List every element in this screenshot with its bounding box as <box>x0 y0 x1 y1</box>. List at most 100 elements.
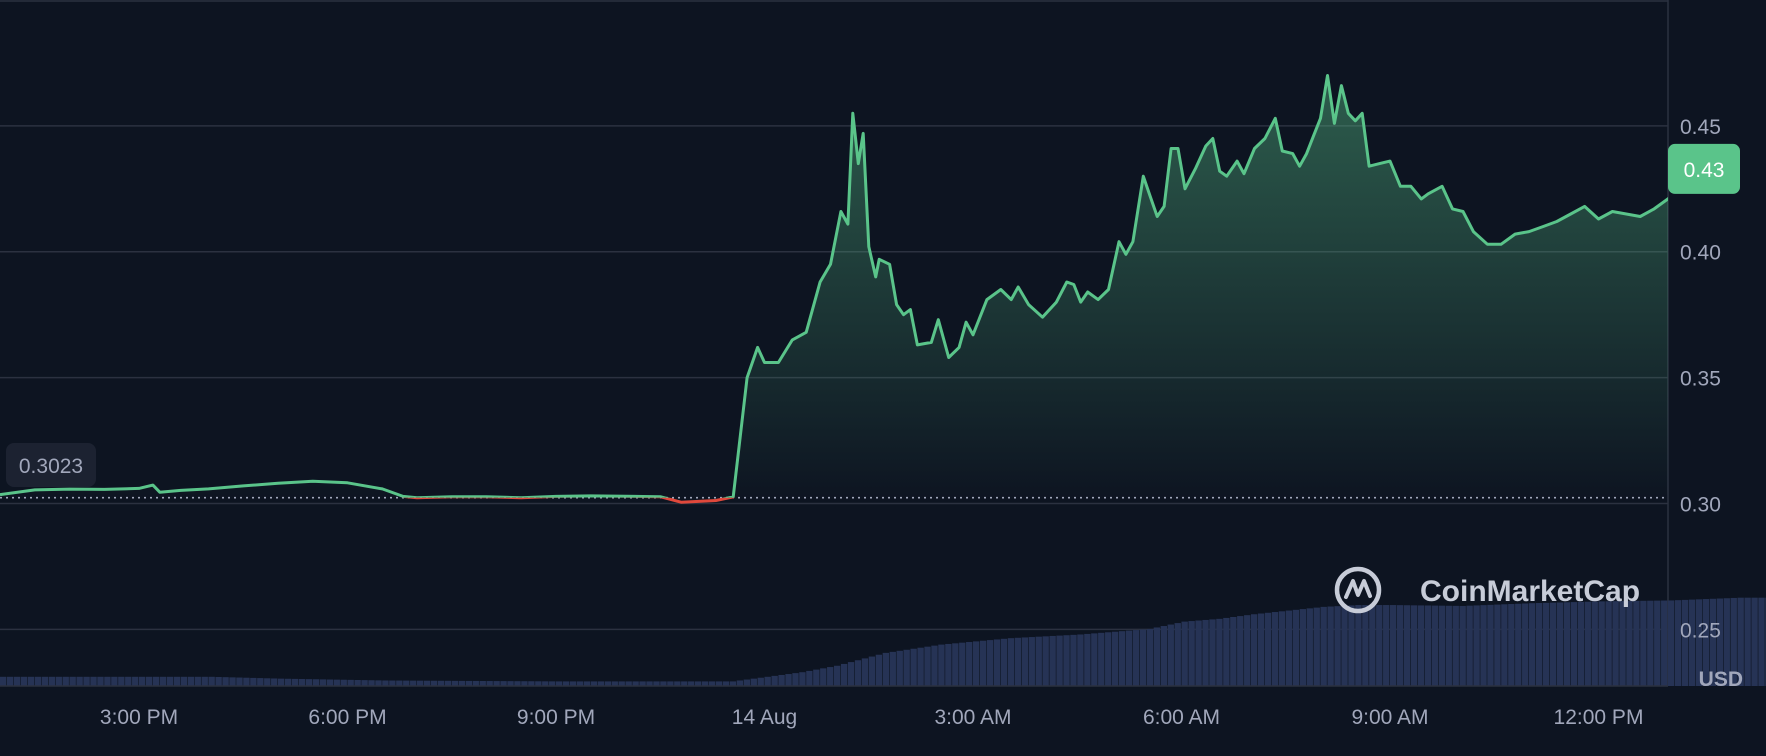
volume-bar <box>1181 621 1188 686</box>
volume-bar <box>875 654 883 686</box>
volume-bar <box>618 681 625 686</box>
volume-bar <box>1445 605 1452 686</box>
volume-bar <box>139 676 146 686</box>
volume-bar <box>903 649 910 686</box>
volume-bar <box>257 678 264 686</box>
volume-bar <box>1007 638 1015 686</box>
volume-bar <box>1000 638 1008 686</box>
volume-bar <box>1723 598 1730 686</box>
x-tick-label: 3:00 PM <box>100 706 178 729</box>
volume-bar <box>792 673 799 686</box>
volume-bar <box>854 660 862 686</box>
volume-bar <box>500 681 507 686</box>
volume-bar <box>1410 605 1418 686</box>
volume-bar <box>1730 597 1737 686</box>
volume-bar <box>896 650 903 686</box>
volume-bar <box>1487 604 1494 686</box>
volume-bar <box>632 681 639 686</box>
volume-bar <box>549 681 556 686</box>
volume-bar <box>653 681 660 686</box>
volume-bars <box>0 597 1766 686</box>
volume-bar <box>1285 610 1293 686</box>
volume-bar <box>966 642 973 686</box>
volume-bar <box>361 680 368 686</box>
volume-bar <box>1334 606 1341 686</box>
last-price-label: 0.43 <box>1684 159 1725 182</box>
volume-bar <box>931 645 938 686</box>
volume-bar <box>1021 637 1028 686</box>
volume-bar <box>1153 627 1161 686</box>
volume-bar <box>1501 604 1508 686</box>
volume-bar <box>778 674 785 686</box>
volume-bar <box>250 677 257 686</box>
volume-bar <box>430 680 438 686</box>
volume-bar <box>1654 600 1661 686</box>
volume-bar <box>986 640 994 686</box>
x-tick-label: 3:00 AM <box>934 706 1011 729</box>
volume-bar <box>382 680 389 686</box>
volume-bar <box>882 652 889 686</box>
volume-bar <box>403 680 410 686</box>
volume-bar <box>340 679 347 686</box>
volume-bar <box>1563 602 1571 686</box>
volume-bar <box>1431 605 1439 686</box>
y-tick-label: 0.35 <box>1680 368 1721 391</box>
volume-bar <box>1278 611 1286 686</box>
volume-bar <box>1709 598 1717 686</box>
price-area-fill <box>0 75 1668 498</box>
volume-bar <box>1612 601 1619 686</box>
volume-bar <box>820 668 827 686</box>
volume-bar <box>125 676 132 686</box>
volume-bar <box>1118 631 1126 686</box>
volume-bar <box>681 681 688 686</box>
volume-bar <box>1640 600 1647 686</box>
volume-bar <box>20 676 28 686</box>
volume-bar <box>97 676 104 686</box>
volume-bar <box>215 676 222 686</box>
reference-price-badge: 0.3023 <box>6 443 96 487</box>
volume-bar <box>646 681 653 686</box>
volume-bar <box>423 680 431 686</box>
last-price-badge: 0.43 <box>1668 143 1740 194</box>
volume-bar <box>785 674 792 686</box>
volume-bar <box>208 676 215 686</box>
volume-bar <box>1237 616 1244 686</box>
volume-bar <box>813 669 820 686</box>
volume-bar <box>1591 601 1598 686</box>
volume-bar <box>1702 599 1710 686</box>
volume-bar <box>1146 628 1154 686</box>
volume-bar <box>1112 631 1119 686</box>
volume-bar <box>118 676 125 686</box>
volume-bar <box>834 665 841 686</box>
volume-bar <box>284 678 292 686</box>
volume-bar <box>1306 608 1313 686</box>
volume-bar <box>556 681 563 686</box>
volume-bar <box>1105 632 1112 686</box>
y-tick-label: 0.25 <box>1680 619 1721 642</box>
volume-bar <box>569 681 577 686</box>
volume-bar <box>1744 597 1751 686</box>
volume-bar <box>1535 603 1543 686</box>
volume-bar <box>535 681 542 686</box>
volume-bar <box>952 643 959 686</box>
volume-bar <box>521 681 528 686</box>
currency-label: USD <box>1699 668 1743 691</box>
volume-bar <box>1626 600 1633 686</box>
volume-bar <box>1028 637 1035 686</box>
volume-bar <box>1751 597 1758 686</box>
price-line-up <box>0 74 1668 498</box>
volume-bar <box>1355 605 1362 686</box>
volume-bar <box>1584 601 1591 686</box>
volume-bar <box>868 656 876 686</box>
volume-bar <box>451 680 459 686</box>
volume-bar <box>1452 605 1459 686</box>
volume-bar <box>736 680 744 686</box>
volume-bar <box>1209 619 1216 686</box>
volume-bar <box>959 642 966 686</box>
volume-bar <box>743 679 750 686</box>
volume-bar <box>1390 605 1397 686</box>
volume-bar <box>1070 634 1077 686</box>
volume-bar <box>861 658 869 686</box>
volume-bar <box>6 676 14 686</box>
volume-bar <box>1063 635 1070 686</box>
